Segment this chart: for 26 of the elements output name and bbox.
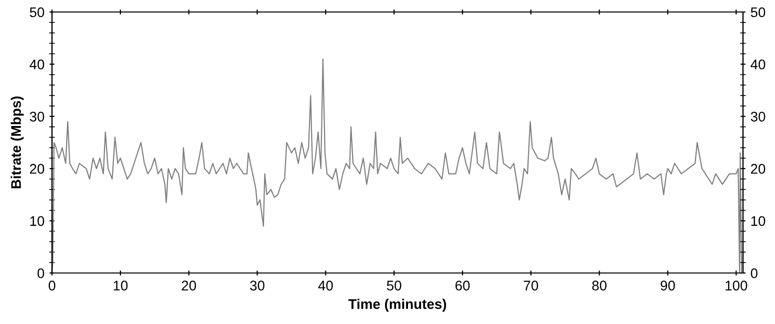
line-series (52, 58, 742, 273)
x-tick-label: 70 (524, 280, 538, 290)
x-axis-title: Time (minutes) (348, 298, 446, 312)
y-tick-label: 30 (30, 112, 44, 122)
x-tick-label: 90 (660, 280, 675, 290)
x-tick-label: 20 (182, 280, 196, 290)
y2-tick-label: 40 (750, 60, 766, 70)
x-tick-label: 80 (592, 280, 607, 290)
y-axis-title: Bitrate (Mbps) (10, 96, 24, 188)
y-tick-label: 40 (30, 60, 44, 70)
x-tick-label: 0 (48, 280, 56, 290)
y-tick-label: 0 (38, 268, 44, 278)
y-tick-label: 20 (30, 164, 44, 174)
x-tick-label: 50 (386, 280, 402, 290)
x-tick-label: 10 (114, 280, 128, 290)
y2-tick-label: 0 (750, 268, 758, 278)
y2-tick-label: 10 (751, 216, 766, 226)
y-tick-label: 10 (30, 216, 44, 226)
y2-tick-label: 50 (750, 7, 766, 18)
y2-tick-label: 30 (750, 112, 766, 122)
x-tick-label: 40 (318, 280, 333, 290)
y-tick-label: 50 (30, 7, 44, 18)
x-tick-label: 60 (455, 280, 470, 290)
y2-tick-label: 20 (750, 164, 766, 174)
x-tick-label: 100 (726, 280, 748, 290)
x-tick-label: 30 (250, 280, 264, 290)
